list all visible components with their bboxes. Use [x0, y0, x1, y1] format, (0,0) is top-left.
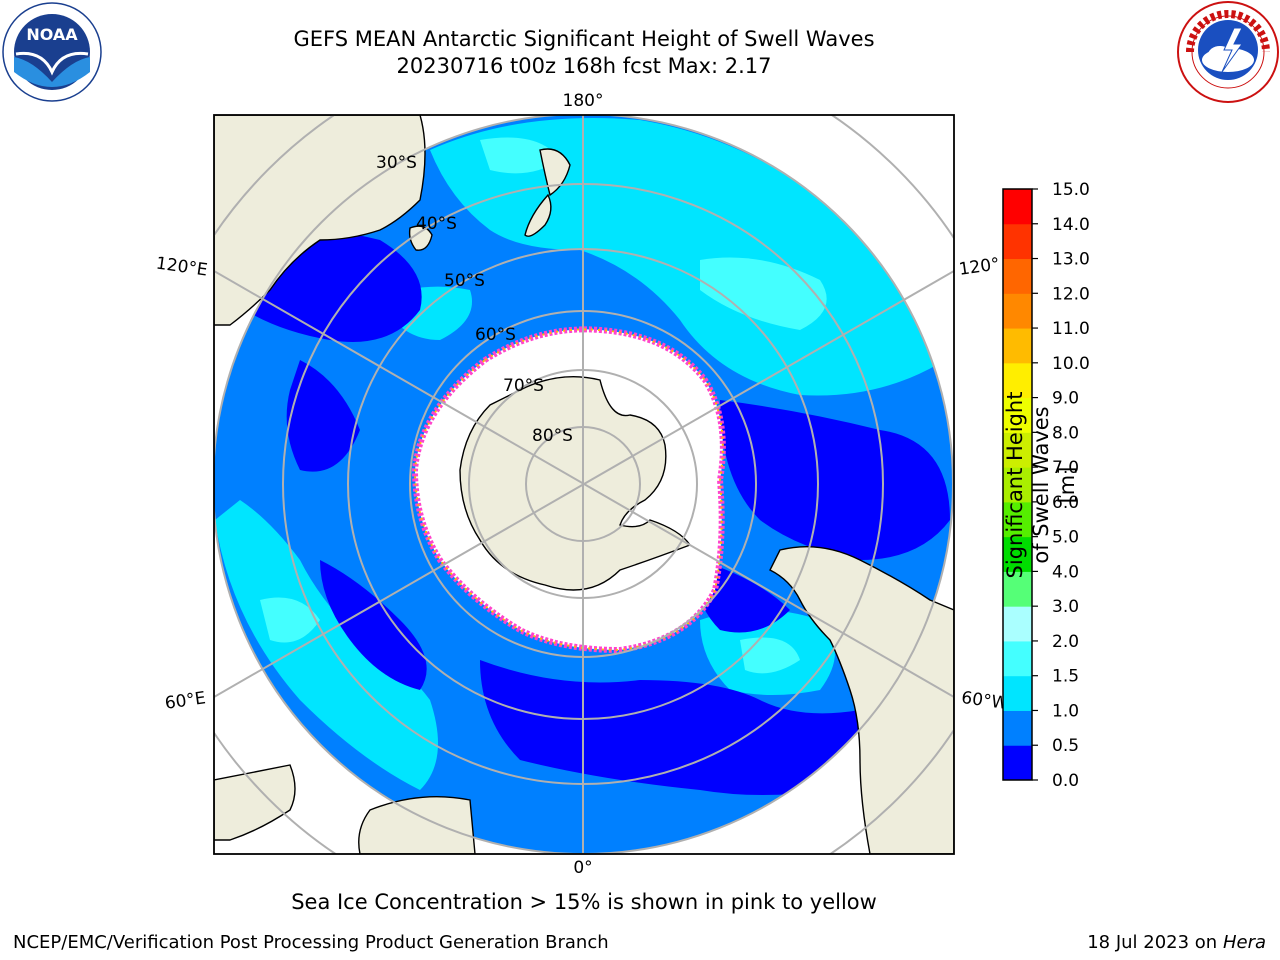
colorbar-tick-label: 14.0 [1052, 215, 1090, 235]
lon-label-0: 0° [573, 858, 592, 878]
credit-date-text: 18 Jul 2023 on [1087, 932, 1223, 953]
colorbar-segment [1003, 710, 1032, 746]
colorbar-label: Significant Height of Swell Waves [m] [1003, 391, 1079, 579]
colorbar-tick-label: 2.0 [1052, 632, 1079, 652]
colorbar-tick-label: 13.0 [1052, 250, 1090, 270]
colorbar-segment [1003, 467, 1032, 503]
credit-date: 18 Jul 2023 on Hera [1087, 932, 1266, 953]
colorbar-tick-label: 6.0 [1052, 493, 1079, 513]
graticule [214, 115, 954, 854]
colorbar-segment [1003, 258, 1032, 294]
map-area: 30°S 40°S 50°S 60°S 70°S 80°S [214, 115, 954, 854]
title-line-1: GEFS MEAN Antarctic Significant Height o… [293, 27, 875, 51]
colorbar-tick-label: 10.0 [1052, 354, 1090, 374]
lon-label-60w: 60°W [960, 688, 1009, 714]
colorbar-segment [1003, 362, 1032, 399]
colorbar-tick-label: 3.0 [1052, 597, 1079, 617]
colorbar-tick-label: 11.0 [1052, 319, 1090, 339]
land [214, 115, 954, 854]
lat-label-50: 50°S [444, 271, 485, 291]
credit-branch: NCEP/EMC/Verification Post Processing Pr… [13, 932, 609, 953]
colorbar-segment [1003, 293, 1032, 329]
colorbar-segment [1003, 501, 1032, 538]
colorbar-tick-label: 1.5 [1052, 667, 1079, 687]
colorbar-segment [1003, 606, 1032, 642]
antarctica [459, 376, 692, 591]
colorbar-segment [1003, 397, 1032, 433]
noaa-logo: NOAA [2, 2, 102, 102]
colorbar-tick-label: 9.0 [1052, 389, 1079, 409]
colorbar-segment [1003, 432, 1032, 468]
footnote: Sea Ice Concentration > 15% is shown in … [291, 890, 877, 914]
colorbar-segment [1003, 189, 1032, 225]
colorbar-frame [1002, 188, 1033, 781]
colorbar-tick-label: 12.0 [1052, 284, 1090, 304]
colorbar-segment [1003, 536, 1032, 572]
colorbar: 0.0 0.5 1.0 1.5 2.0 3.0 4.0 5.0 6.0 7.0 8.0 9.0 10.0… [1002, 180, 1090, 791]
colorbar-tick-label: 7.0 [1052, 458, 1079, 478]
lon-label-60e: 60°E [164, 688, 207, 713]
lon-label-120e: 120°E [155, 254, 209, 281]
lat-label-70: 70°S [503, 376, 544, 396]
chart-title: GEFS MEAN Antarctic Significant Height o… [184, 26, 984, 80]
colorbar-tick-label: 0.0 [1052, 771, 1079, 791]
noaa-logo-text: NOAA [26, 25, 78, 44]
lon-label-120w: 120° [958, 254, 1001, 280]
colorbar-tick-label: 4.0 [1052, 562, 1079, 582]
map-frame [213, 114, 955, 855]
colorbar-segment [1003, 745, 1032, 781]
lat-label-80: 80°S [532, 426, 573, 446]
title-line-2: 20230716 t00z 168h fcst Max: 2.17 [396, 54, 772, 78]
lat-label-60: 60°S [475, 325, 516, 345]
colorbar-segment [1003, 328, 1032, 364]
colorbar-tick-label: 5.0 [1052, 528, 1079, 548]
lat-label-30: 30°S [376, 153, 417, 173]
lat-label-40: 40°S [416, 214, 457, 234]
colorbar-segment [1003, 223, 1032, 260]
colorbar-segment [1003, 571, 1032, 607]
colorbar-tick-label: 8.0 [1052, 423, 1079, 443]
colorbar-tick-label: 1.0 [1052, 701, 1079, 721]
credit-host: Hera [1222, 932, 1266, 953]
lon-label-180: 180° [563, 91, 604, 111]
nws-logo [1177, 1, 1279, 103]
colorbar-tick-label: 0.5 [1052, 736, 1079, 756]
colorbar-segment [1003, 640, 1032, 677]
colorbar-tick-label: 15.0 [1052, 180, 1090, 200]
colorbar-segment [1003, 675, 1032, 711]
